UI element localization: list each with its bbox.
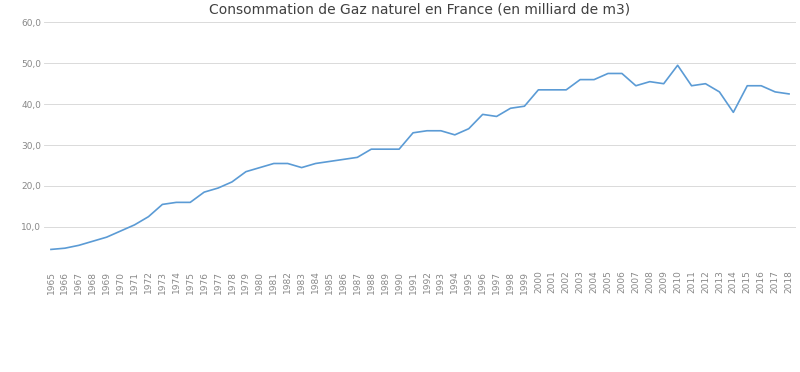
- Title: Consommation de Gaz naturel en France (en milliard de m3): Consommation de Gaz naturel en France (e…: [210, 3, 630, 17]
